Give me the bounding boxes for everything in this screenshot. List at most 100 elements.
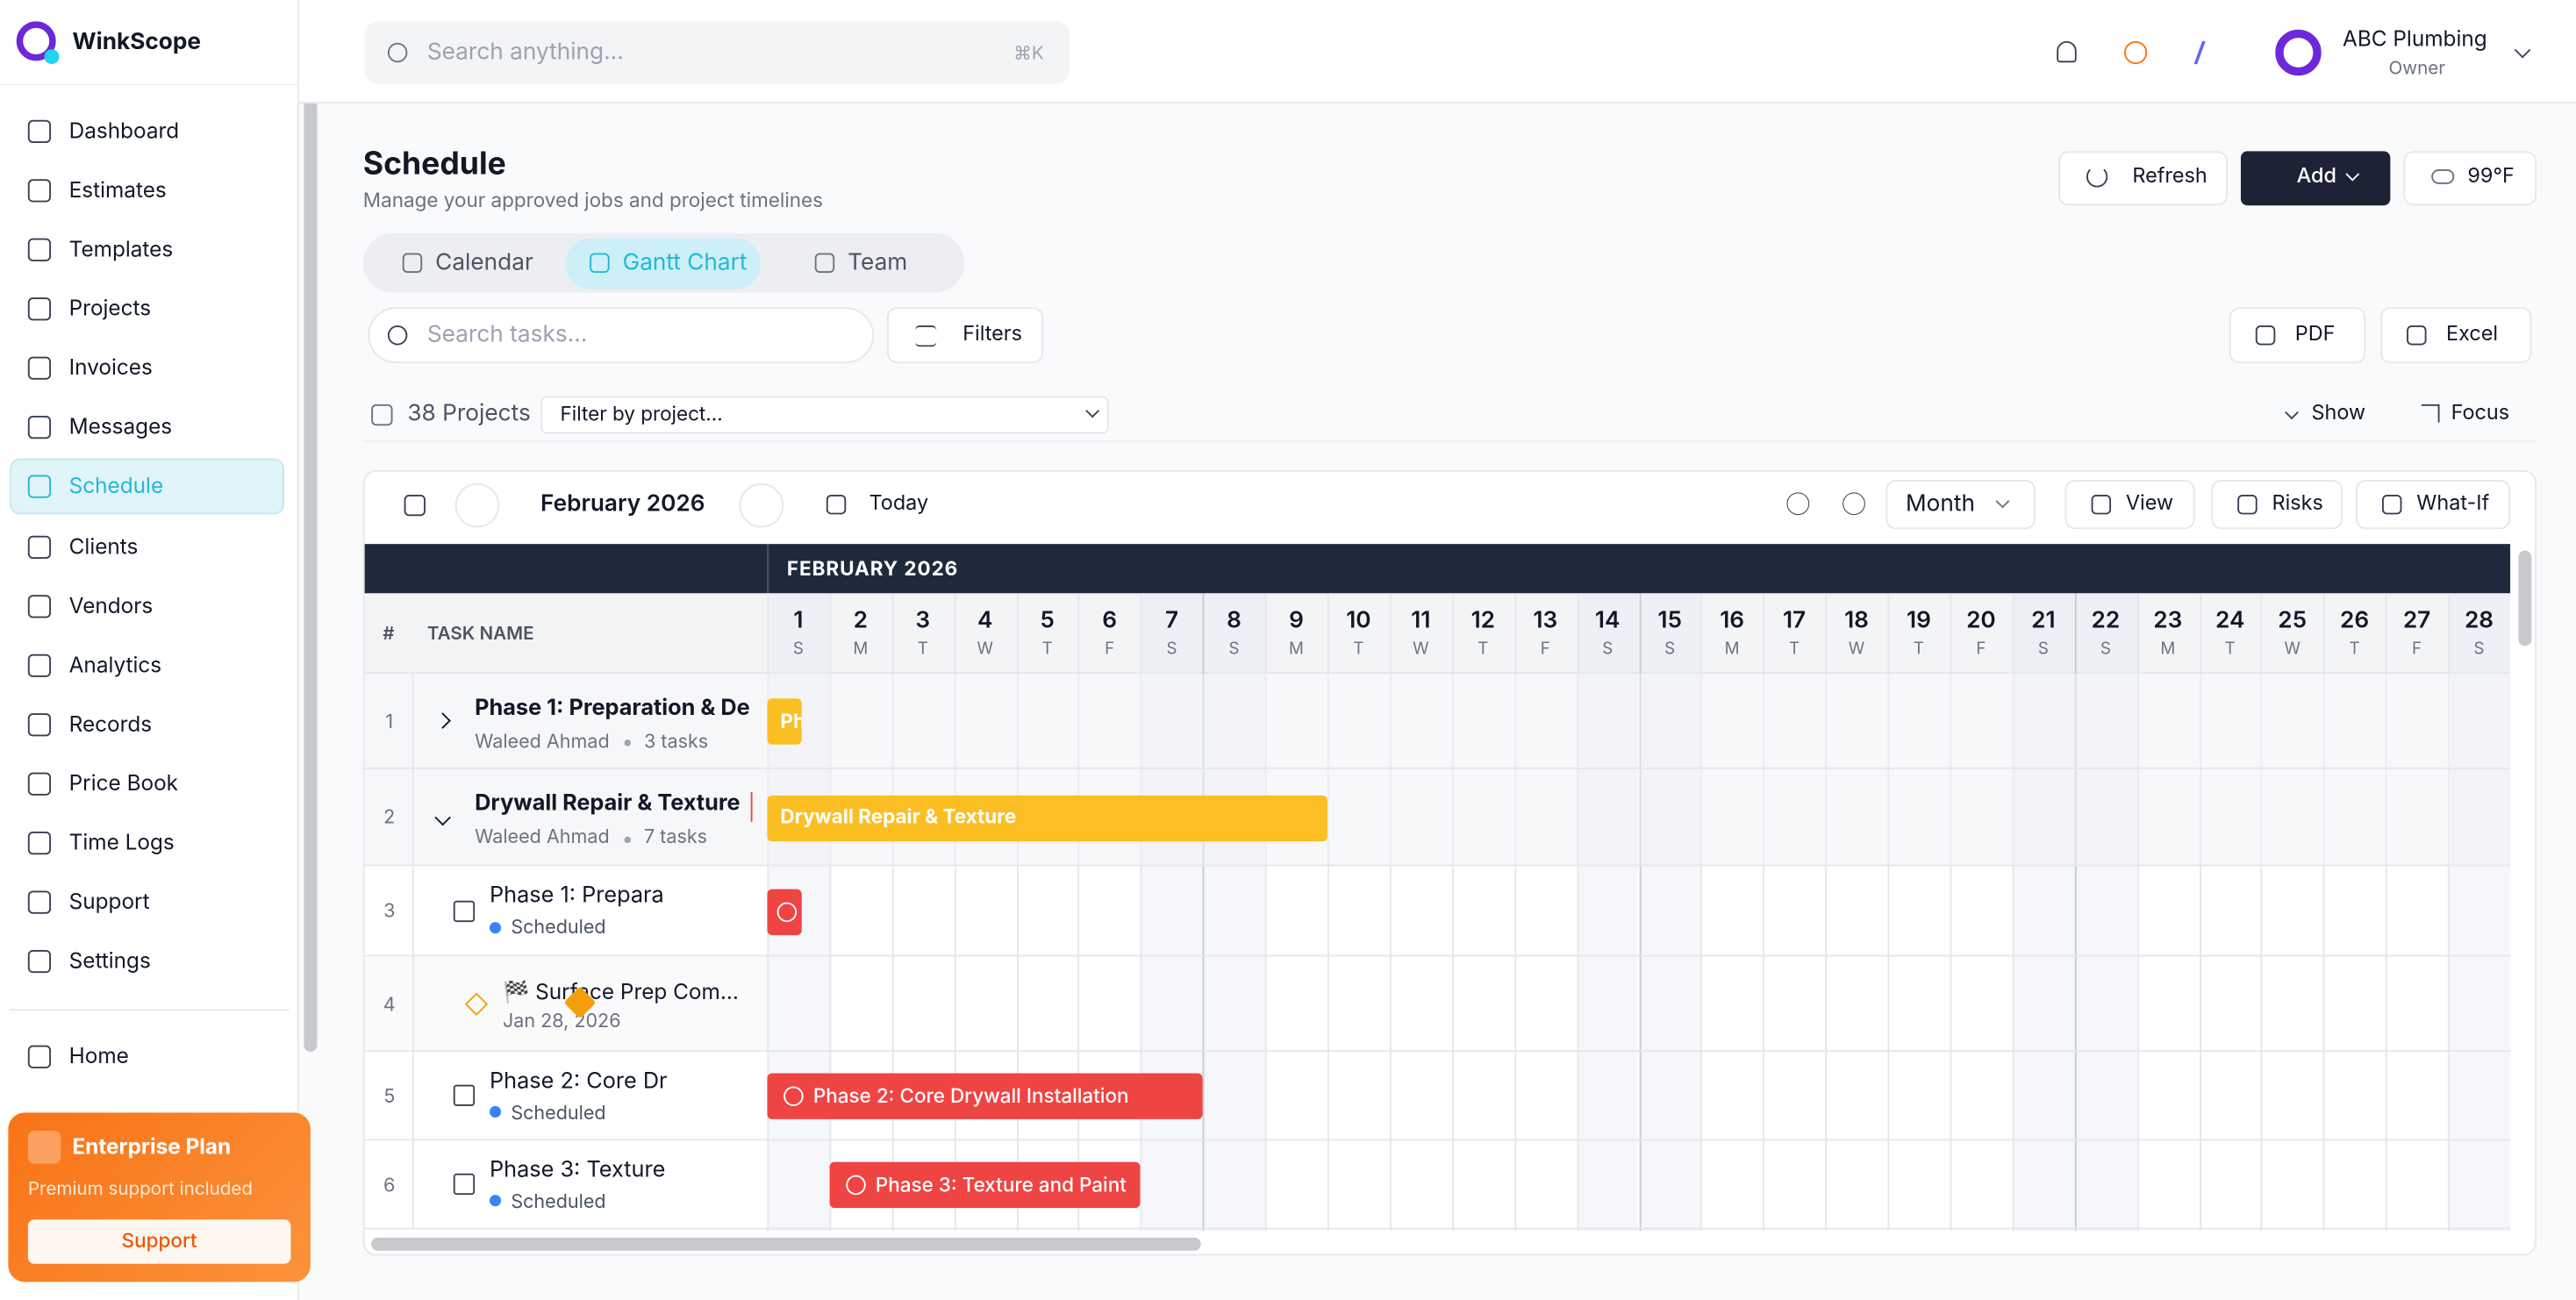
- task-row[interactable]: [364, 768, 768, 867]
- gantt-action[interactable]: [2356, 480, 2511, 530]
- zoom-in[interactable]: [1786, 492, 1810, 516]
- nav-item[interactable]: Estimates: [68, 177, 167, 204]
- gantt-bar[interactable]: [767, 888, 802, 935]
- group-title: Phase 1: Preparation & De: [475, 694, 750, 721]
- nav-item[interactable]: Support: [68, 889, 150, 916]
- day-number: 8: [1227, 606, 1241, 635]
- gantt-bar[interactable]: Phase 2: Core Drywall Installation: [767, 1073, 1204, 1119]
- prev-button[interactable]: [454, 482, 500, 528]
- app-name: WinkScope: [72, 28, 202, 57]
- nav-item[interactable]: Dashboard: [68, 118, 180, 145]
- plan-button[interactable]: Support: [27, 1219, 291, 1264]
- focus-icon: [2421, 404, 2440, 423]
- nav-item[interactable]: Time Logs: [68, 829, 175, 856]
- nav-item[interactable]: Records: [68, 711, 153, 739]
- add-label[interactable]: Add: [2296, 164, 2336, 189]
- gantt-action-label[interactable]: Risks: [2272, 491, 2323, 517]
- export-label[interactable]: PDF: [2294, 322, 2336, 347]
- zoom-out[interactable]: [1843, 492, 1865, 516]
- task-name-cell: Phase 2: Core Dr Scheduled: [414, 1052, 755, 1140]
- gantt-bar[interactable]: Ph: [767, 698, 802, 745]
- user-name[interactable]: ABC Plumbing: [2343, 25, 2487, 53]
- day-weekday: S: [1228, 639, 1240, 660]
- today-button[interactable]: Today: [869, 491, 929, 517]
- gantt-action-icon: [2381, 494, 2402, 515]
- gantt-action[interactable]: [2211, 480, 2343, 530]
- gantt-action-label[interactable]: What-If: [2416, 491, 2490, 517]
- nav-item[interactable]: Invoices: [68, 354, 153, 382]
- v-scrollbar[interactable]: [2518, 550, 2532, 646]
- bar-clock: [784, 1086, 804, 1106]
- nav-item[interactable]: Clients: [68, 533, 139, 561]
- task-row[interactable]: [364, 1140, 768, 1230]
- tab[interactable]: Calendar: [435, 248, 533, 277]
- nav-item[interactable]: Templates: [68, 236, 174, 263]
- nav-item[interactable]: Projects: [68, 296, 152, 323]
- project-filter[interactable]: [540, 396, 1109, 434]
- day-number: 17: [1782, 606, 1807, 635]
- day-weekday: S: [1602, 639, 1614, 660]
- bell-icon[interactable]: [2057, 40, 2077, 63]
- row-number: 1: [385, 710, 394, 733]
- plan-title: Enterprise Plan: [72, 1133, 232, 1161]
- gantt-bar[interactable]: Drywall Repair & Texture: [767, 794, 1327, 841]
- clock-icon[interactable]: [2124, 40, 2148, 65]
- day-column: [2323, 593, 2386, 1232]
- nav-icon: [27, 832, 52, 855]
- tab-icon: [402, 253, 423, 274]
- export-icon: [2407, 325, 2427, 346]
- nav-item[interactable]: Settings: [68, 947, 151, 975]
- day-weekday: T: [2224, 639, 2236, 660]
- export-button[interactable]: [2229, 307, 2366, 364]
- task-search[interactable]: [368, 307, 875, 364]
- focus-toggle[interactable]: Focus: [2451, 401, 2510, 426]
- tab[interactable]: Gantt Chart: [622, 248, 748, 277]
- nav-item[interactable]: Price Book: [68, 770, 179, 797]
- num-cell: [365, 956, 414, 1053]
- task-row-grid: [767, 674, 2511, 769]
- show-toggle[interactable]: Show: [2311, 401, 2366, 426]
- task-checkbox[interactable]: [453, 899, 476, 922]
- nav-item[interactable]: Messages: [68, 413, 173, 440]
- export-label[interactable]: Excel: [2446, 322, 2499, 347]
- gantt-bar[interactable]: Phase 3: Texture and Paint: [829, 1161, 1141, 1209]
- export-button[interactable]: [2380, 307, 2532, 364]
- nav-icon: [27, 595, 52, 618]
- task-checkbox[interactable]: [453, 1084, 476, 1106]
- filters-label[interactable]: Filters: [962, 322, 1022, 347]
- task-row-grid: [767, 1140, 2511, 1230]
- group-count: 3 tasks: [643, 729, 709, 753]
- day-column: [1887, 593, 1950, 1232]
- task-row[interactable]: [364, 866, 768, 957]
- day-header: [364, 593, 2511, 675]
- day-column: [1513, 593, 1577, 1232]
- day-column: [1265, 593, 1327, 1232]
- global-search[interactable]: [364, 21, 1070, 84]
- task-checkbox[interactable]: [453, 1173, 476, 1196]
- nav-item[interactable]: Schedule: [68, 473, 164, 500]
- gantt-action[interactable]: [2064, 480, 2195, 530]
- add-button[interactable]: [2240, 151, 2391, 206]
- nav-item[interactable]: Vendors: [68, 593, 154, 620]
- zoom-select[interactable]: [1885, 480, 2036, 530]
- task-row[interactable]: [364, 674, 768, 769]
- day-number: 6: [1102, 606, 1117, 635]
- gantt-action-label[interactable]: View: [2125, 491, 2174, 517]
- filters-button[interactable]: [887, 307, 1043, 364]
- avatar[interactable]: [2275, 29, 2322, 76]
- h-scrollbar[interactable]: [371, 1237, 1201, 1251]
- nav-item[interactable]: Analytics: [68, 652, 162, 679]
- nav-icon: [27, 238, 52, 261]
- refresh-label[interactable]: Refresh: [2132, 164, 2207, 189]
- dot-sep: [624, 739, 632, 746]
- tab[interactable]: Team: [848, 248, 908, 277]
- day-number: 25: [2278, 606, 2308, 635]
- day-number: 18: [1844, 606, 1869, 635]
- project-filter-label[interactable]: Filter by project...: [560, 400, 723, 425]
- next-button[interactable]: [739, 482, 784, 528]
- nav-item[interactable]: Home: [68, 1043, 129, 1070]
- task-row[interactable]: [364, 1052, 768, 1141]
- zoom-label[interactable]: Month: [1905, 489, 1975, 518]
- day-weekday: S: [2037, 639, 2049, 660]
- plan-button-label[interactable]: Support: [121, 1226, 197, 1252]
